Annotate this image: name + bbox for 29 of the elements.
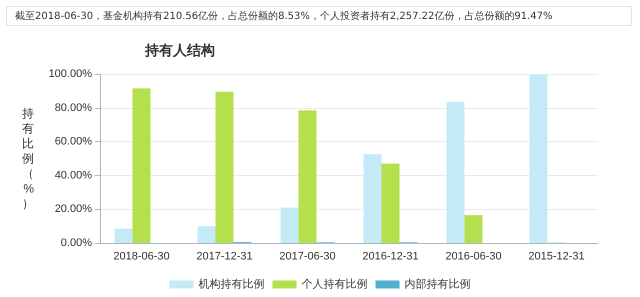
bar: [132, 88, 150, 243]
bar: [530, 74, 548, 243]
y-axis-title: 持有比例（%）: [22, 106, 34, 210]
bar: [298, 110, 316, 243]
bar: [216, 92, 234, 243]
legend-label: 个人持有比例: [302, 278, 368, 290]
text: 截至2018-06-30，基金机构持有210.56亿份，占总份额的8.53%，个人投资者持有2,257.22亿份，占总份额的91.47%: [6, 6, 632, 26]
x-tick-label: 2016-06-30: [445, 250, 502, 262]
y-tick-label: 80.00%: [54, 102, 92, 114]
y-tick-label: 0.00%: [60, 237, 92, 249]
x-tick-label: 2018-06-30: [113, 250, 170, 262]
y-tick-label: 20.00%: [54, 203, 92, 216]
y-tick-label: 40.00%: [54, 169, 92, 182]
bar: [364, 154, 382, 243]
legend-label: 内部持有比例: [404, 278, 470, 290]
chart-title: 持有人结构: [144, 42, 215, 58]
bar: [446, 102, 465, 243]
bar: [114, 228, 133, 243]
bar: [464, 215, 482, 243]
legend-label: 机构持有比例: [198, 278, 264, 290]
x-tick-label: 2017-06-30: [279, 250, 336, 262]
bar: [382, 164, 400, 243]
x-tick-label: 2016-12-31: [362, 250, 419, 262]
y-tick-label: 100.00%: [48, 68, 92, 80]
x-tick-label: 2017-12-31: [196, 250, 253, 262]
bar: [280, 208, 299, 243]
bar: [198, 226, 216, 243]
x-tick-label: 2015-12-31: [528, 250, 585, 262]
y-tick-label: 60.00%: [54, 136, 92, 148]
